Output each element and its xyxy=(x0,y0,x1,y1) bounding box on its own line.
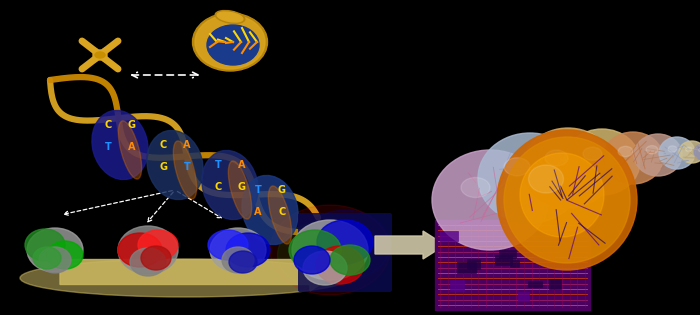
Ellipse shape xyxy=(504,158,530,176)
Ellipse shape xyxy=(583,147,602,160)
Ellipse shape xyxy=(270,205,390,295)
FancyBboxPatch shape xyxy=(298,213,392,292)
Text: C: C xyxy=(104,120,111,130)
Text: G: G xyxy=(159,162,167,172)
Bar xyxy=(495,255,512,265)
Text: T: T xyxy=(183,162,190,172)
Ellipse shape xyxy=(300,210,390,280)
Text: G: G xyxy=(128,120,136,130)
Ellipse shape xyxy=(229,251,257,273)
Ellipse shape xyxy=(478,133,582,223)
Text: G: G xyxy=(278,185,286,195)
Ellipse shape xyxy=(528,165,564,193)
Ellipse shape xyxy=(432,150,548,250)
Ellipse shape xyxy=(646,146,658,154)
Bar xyxy=(457,262,476,273)
Ellipse shape xyxy=(520,153,604,237)
Ellipse shape xyxy=(141,246,171,270)
Bar xyxy=(440,232,458,241)
Ellipse shape xyxy=(461,177,490,198)
Ellipse shape xyxy=(316,246,364,284)
Ellipse shape xyxy=(685,147,692,152)
Ellipse shape xyxy=(27,228,83,272)
Ellipse shape xyxy=(20,259,350,297)
Ellipse shape xyxy=(208,230,248,260)
Bar xyxy=(549,279,561,289)
Ellipse shape xyxy=(294,246,330,274)
Ellipse shape xyxy=(47,241,83,269)
Ellipse shape xyxy=(242,175,298,244)
Ellipse shape xyxy=(118,226,178,274)
Ellipse shape xyxy=(210,228,266,272)
Ellipse shape xyxy=(95,52,105,58)
Ellipse shape xyxy=(545,150,568,166)
Bar xyxy=(499,250,516,258)
Text: G: G xyxy=(238,182,246,192)
Bar xyxy=(528,281,542,287)
Bar xyxy=(533,254,554,261)
FancyArrow shape xyxy=(375,231,445,259)
Ellipse shape xyxy=(659,137,695,169)
Bar xyxy=(435,220,590,310)
Ellipse shape xyxy=(668,146,677,152)
Text: C: C xyxy=(160,140,167,150)
Ellipse shape xyxy=(228,161,252,219)
Ellipse shape xyxy=(277,222,363,288)
Ellipse shape xyxy=(564,129,640,195)
Bar xyxy=(510,260,519,267)
Ellipse shape xyxy=(634,134,682,176)
FancyArrow shape xyxy=(60,253,340,291)
Text: T: T xyxy=(215,160,221,170)
Ellipse shape xyxy=(33,247,61,269)
Ellipse shape xyxy=(222,247,254,273)
Ellipse shape xyxy=(92,111,148,180)
Ellipse shape xyxy=(497,130,637,270)
Text: A: A xyxy=(238,160,246,170)
Ellipse shape xyxy=(195,15,265,69)
Ellipse shape xyxy=(289,230,341,270)
Ellipse shape xyxy=(679,141,700,163)
Ellipse shape xyxy=(699,148,700,152)
Ellipse shape xyxy=(118,233,162,267)
Ellipse shape xyxy=(93,50,107,60)
Ellipse shape xyxy=(118,121,141,179)
Ellipse shape xyxy=(317,220,373,264)
Ellipse shape xyxy=(522,128,614,208)
Bar xyxy=(467,259,480,269)
Bar xyxy=(518,291,529,301)
Ellipse shape xyxy=(207,25,259,65)
Ellipse shape xyxy=(147,130,203,199)
Ellipse shape xyxy=(694,144,700,160)
Ellipse shape xyxy=(202,151,258,220)
Ellipse shape xyxy=(618,146,633,157)
Bar xyxy=(450,280,464,291)
Ellipse shape xyxy=(603,132,663,184)
Ellipse shape xyxy=(215,10,245,23)
Ellipse shape xyxy=(217,12,243,22)
Ellipse shape xyxy=(303,251,347,285)
Text: A: A xyxy=(254,207,262,217)
Text: T: T xyxy=(104,142,111,152)
Text: C: C xyxy=(214,182,222,192)
Ellipse shape xyxy=(138,230,178,260)
Ellipse shape xyxy=(39,247,71,273)
Text: T: T xyxy=(255,185,261,195)
Bar xyxy=(558,240,573,253)
Text: C: C xyxy=(279,207,286,217)
Ellipse shape xyxy=(25,229,65,261)
Text: A: A xyxy=(128,142,136,152)
Ellipse shape xyxy=(330,245,370,275)
Ellipse shape xyxy=(174,141,197,199)
Text: A: A xyxy=(183,140,190,150)
Ellipse shape xyxy=(292,220,368,280)
Ellipse shape xyxy=(193,13,267,71)
Ellipse shape xyxy=(226,233,270,267)
Ellipse shape xyxy=(130,248,166,276)
Ellipse shape xyxy=(504,137,630,263)
Ellipse shape xyxy=(268,186,292,244)
